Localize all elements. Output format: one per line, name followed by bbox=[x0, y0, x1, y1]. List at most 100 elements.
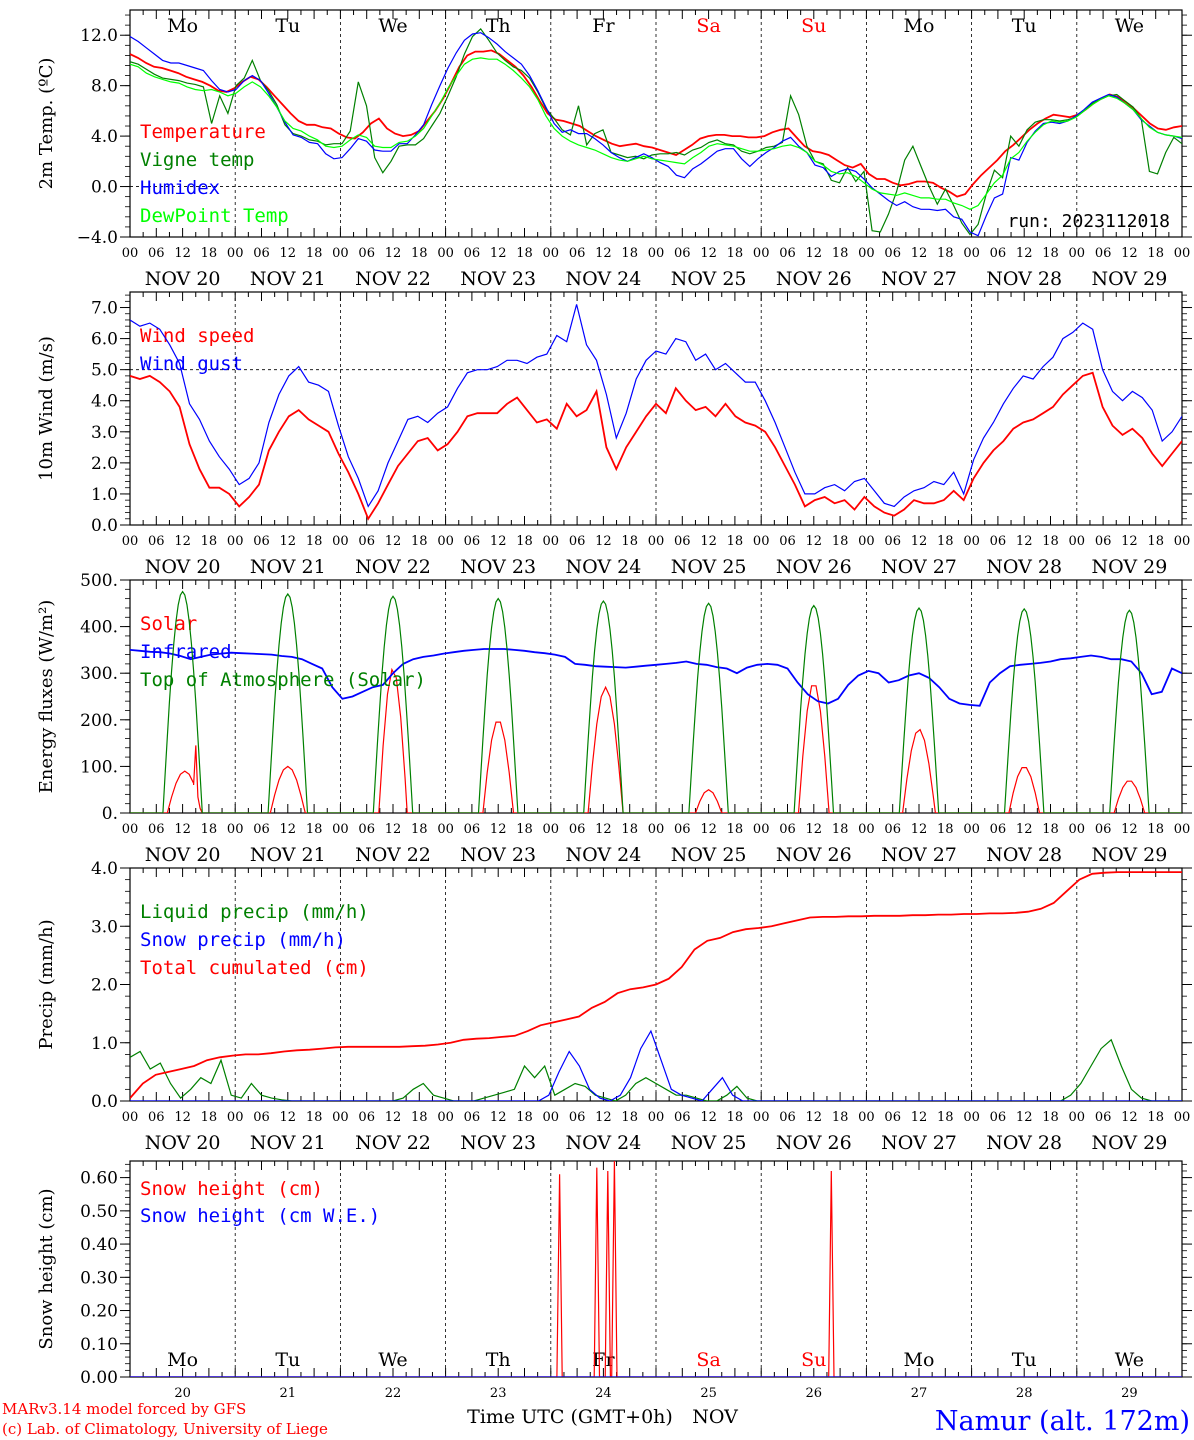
weekday-label: Mo bbox=[904, 15, 935, 37]
legend-entry: Wind gust bbox=[140, 353, 243, 375]
y-axis-label: 2m Temp. (ºC) bbox=[36, 58, 57, 190]
hour-tick-label: 06 bbox=[779, 246, 796, 261]
weekday-label: We bbox=[1115, 1349, 1144, 1371]
x-day-tick: 20 bbox=[174, 1386, 191, 1401]
hour-tick-label: 12 bbox=[595, 822, 612, 837]
hour-tick-label: 00 bbox=[227, 534, 244, 549]
series-line-dewpoint-temp bbox=[130, 57, 1182, 210]
legend-entry: Vigne temp bbox=[140, 149, 254, 171]
legend-entry: Snow precip (mm/h) bbox=[140, 929, 346, 951]
hour-tick-label: 00 bbox=[963, 822, 980, 837]
hour-tick-label: 00 bbox=[332, 534, 349, 549]
day-label: NOV 27 bbox=[881, 556, 957, 578]
day-label: NOV 23 bbox=[460, 556, 536, 578]
hour-tick-label: 06 bbox=[1095, 1110, 1112, 1125]
hour-tick-label: 06 bbox=[674, 822, 691, 837]
legend-entry: DewPoint Temp bbox=[140, 205, 289, 227]
x-day-tick: 23 bbox=[490, 1386, 507, 1401]
hour-tick-label: 18 bbox=[621, 534, 638, 549]
day-label: NOV 26 bbox=[776, 844, 852, 866]
day-label: NOV 28 bbox=[986, 1132, 1062, 1154]
y-tick-label: 4.0 bbox=[91, 392, 118, 412]
y-tick-label: 0.0 bbox=[91, 178, 118, 198]
hour-tick-label: 06 bbox=[464, 822, 481, 837]
day-label: NOV 20 bbox=[145, 556, 221, 578]
hour-tick-label: 18 bbox=[1147, 246, 1164, 261]
day-label: NOV 26 bbox=[776, 556, 852, 578]
day-label: NOV 21 bbox=[250, 1132, 326, 1154]
x-day-tick: 27 bbox=[911, 1386, 928, 1401]
hour-tick-label: 00 bbox=[963, 534, 980, 549]
y-tick-label: 7.0 bbox=[91, 299, 118, 319]
weekday-label: Sa bbox=[696, 1349, 720, 1371]
hour-tick-label: 12 bbox=[174, 534, 191, 549]
hour-tick-label: 00 bbox=[648, 822, 665, 837]
day-label: NOV 25 bbox=[671, 268, 747, 290]
day-label: NOV 29 bbox=[1091, 268, 1167, 290]
hour-tick-label: 06 bbox=[1095, 246, 1112, 261]
hour-tick-label: 00 bbox=[227, 822, 244, 837]
hour-tick-label: 06 bbox=[253, 246, 270, 261]
hour-tick-label: 12 bbox=[1121, 1110, 1138, 1125]
hour-tick-label: 12 bbox=[1121, 246, 1138, 261]
y-tick-label: 0.0 bbox=[91, 516, 118, 536]
hour-tick-label: 00 bbox=[1174, 822, 1191, 837]
panel-2: 0.0 1.0 2.0 3.0 4.0 5.0 6.0 7.0 10m Wind (m/s) 00… bbox=[36, 291, 1192, 578]
hour-tick-label: 18 bbox=[306, 246, 323, 261]
weekday-label: We bbox=[378, 15, 407, 37]
hour-tick-label: 06 bbox=[1095, 534, 1112, 549]
series-line-wind-speed bbox=[130, 371, 1182, 521]
hour-tick-label: 18 bbox=[1042, 822, 1059, 837]
weekday-label: Tu bbox=[1012, 15, 1037, 37]
hour-tick-label: 18 bbox=[516, 822, 533, 837]
hour-tick-label: 06 bbox=[674, 1110, 691, 1125]
series-line-humidex bbox=[130, 32, 1182, 237]
panels-layer: −4.0 0.0 4.0 8.0 12.0 2m Temp. (ºC) 00 06 12 18 NO… bbox=[36, 9, 1192, 1428]
y-tick-label: 200. bbox=[80, 711, 118, 731]
hour-tick-label: 18 bbox=[937, 822, 954, 837]
hour-tick-label: 18 bbox=[201, 246, 218, 261]
hour-tick-label: 12 bbox=[1016, 246, 1033, 261]
weekday-label: Th bbox=[486, 1349, 511, 1371]
hour-tick-label: 00 bbox=[543, 534, 560, 549]
y-tick-label: −4.0 bbox=[77, 228, 118, 248]
day-label: NOV 29 bbox=[1091, 844, 1167, 866]
hour-tick-label: 18 bbox=[201, 534, 218, 549]
hour-tick-label: 18 bbox=[621, 822, 638, 837]
day-label: NOV 22 bbox=[355, 844, 431, 866]
hour-tick-label: 12 bbox=[595, 246, 612, 261]
hour-tick-label: 00 bbox=[543, 1110, 560, 1125]
legend-entry: Total cumulated (cm) bbox=[140, 957, 369, 979]
run-label: run: 2023112018 bbox=[1007, 211, 1170, 232]
hour-tick-label: 06 bbox=[990, 246, 1007, 261]
hour-tick-label: 06 bbox=[253, 1110, 270, 1125]
hour-tick-label: 12 bbox=[280, 1110, 297, 1125]
hour-tick-label: 12 bbox=[385, 534, 402, 549]
y-tick-label: 1.0 bbox=[91, 1034, 118, 1054]
hour-tick-label: 12 bbox=[280, 822, 297, 837]
hour-tick-label: 00 bbox=[1069, 822, 1086, 837]
hour-tick-label: 06 bbox=[148, 246, 165, 261]
y-tick-label: 0.20 bbox=[80, 1302, 118, 1322]
hour-tick-label: 00 bbox=[1174, 534, 1191, 549]
hour-tick-label: 12 bbox=[595, 534, 612, 549]
hour-tick-label: 18 bbox=[832, 1110, 849, 1125]
hour-tick-label: 06 bbox=[990, 534, 1007, 549]
hour-tick-label: 12 bbox=[911, 534, 928, 549]
weekday-label: Mo bbox=[167, 1349, 198, 1371]
hour-tick-label: 00 bbox=[963, 1110, 980, 1125]
hour-tick-label: 12 bbox=[490, 1110, 507, 1125]
hour-tick-label: 06 bbox=[884, 822, 901, 837]
day-label: NOV 25 bbox=[671, 844, 747, 866]
hour-tick-label: 12 bbox=[700, 534, 717, 549]
series-line-snow-precip-mm-h- bbox=[130, 1029, 1182, 1101]
y-tick-label: 0.50 bbox=[80, 1202, 118, 1222]
weekday-label: We bbox=[1115, 15, 1144, 37]
hour-tick-label: 12 bbox=[806, 246, 823, 261]
weekday-label: Mo bbox=[904, 1349, 935, 1371]
hour-tick-label: 12 bbox=[806, 822, 823, 837]
hour-tick-label: 00 bbox=[1174, 246, 1191, 261]
hour-tick-label: 18 bbox=[727, 534, 744, 549]
hour-tick-label: 18 bbox=[727, 1110, 744, 1125]
